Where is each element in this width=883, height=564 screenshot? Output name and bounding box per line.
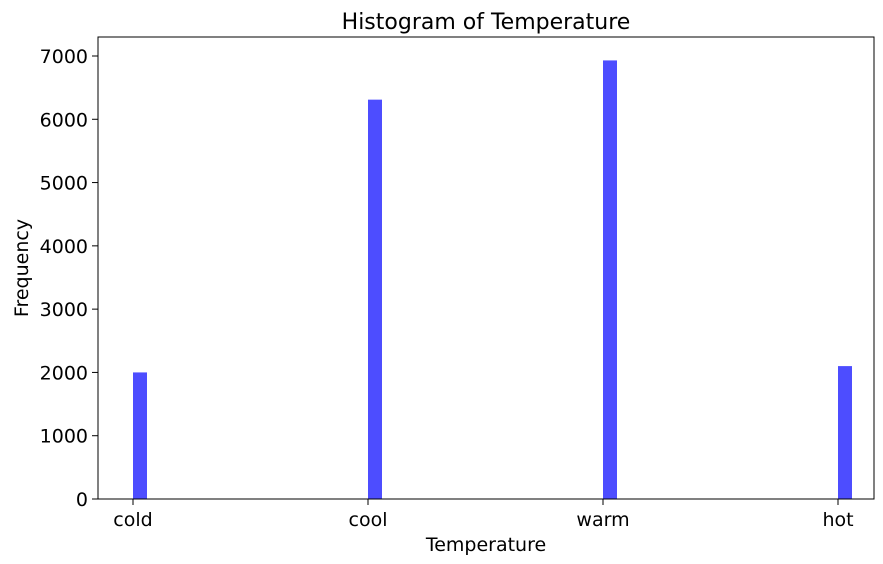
x-tick-label: cool: [349, 509, 388, 531]
y-tick-label: 6000: [40, 109, 88, 131]
y-tick-label: 5000: [40, 173, 88, 195]
plot-frame: [97, 36, 875, 500]
bar-cool: [368, 99, 382, 500]
y-tick-label: 2000: [40, 362, 88, 384]
bar-warm: [603, 60, 617, 499]
y-tick-label: 1000: [40, 426, 88, 448]
x-tick-label: hot: [822, 509, 853, 531]
y-axis-label: Frequency: [11, 219, 33, 317]
y-tick-label: 4000: [40, 236, 88, 258]
x-axis: cold cool warm hot: [113, 499, 854, 531]
bar-cold: [133, 372, 147, 499]
y-tick-label: 3000: [40, 299, 88, 321]
y-tick-label: 0: [76, 489, 88, 511]
x-axis-label: Temperature: [425, 534, 546, 556]
x-tick-label: cold: [113, 509, 152, 531]
chart-title: Histogram of Temperature: [342, 10, 631, 35]
y-tick-label: 7000: [40, 46, 88, 68]
x-tick-label: warm: [576, 509, 629, 531]
y-axis: 0 1000 2000 3000 4000 5000 6000 7000: [40, 46, 98, 511]
bar-hot: [838, 366, 852, 499]
bars-group: [133, 60, 852, 500]
